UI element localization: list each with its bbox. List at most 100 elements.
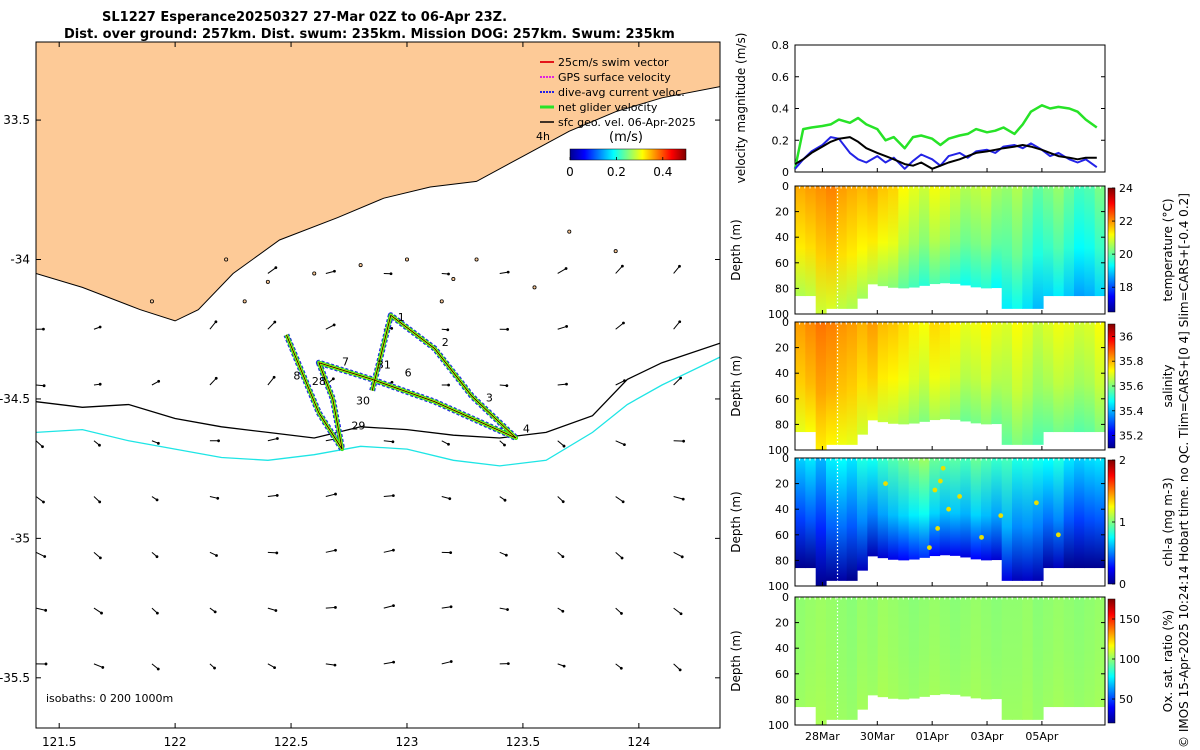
legend-entry-dive: dive-avg current veloc. bbox=[540, 86, 685, 99]
oxygen-section-surface-dot-38 bbox=[991, 596, 997, 602]
salinity-section-surface-dot-45 bbox=[1028, 321, 1033, 327]
chl-a-section-column-20 bbox=[1001, 460, 1013, 581]
salinity-section-surface-dot-40 bbox=[1002, 321, 1007, 327]
current-arrow-35 bbox=[267, 437, 279, 442]
legend-entry-gps: GPS surface velocity bbox=[540, 71, 671, 84]
map-axis-ticks: 121.5 122 122.5 123 123.5 12433.5-34-34.5-35-… bbox=[0, 42, 720, 749]
current-arrow-46 bbox=[209, 496, 220, 500]
current-arrow-11 bbox=[267, 320, 277, 330]
vel-ytick-label-4: 0.8 bbox=[772, 39, 790, 52]
chl-a-section-column-7 bbox=[867, 460, 879, 557]
isobaths-label: isobaths: 0 200 1000m bbox=[46, 692, 173, 705]
oxygen-section-surface-dot-10 bbox=[846, 596, 852, 602]
current-arrow-76 bbox=[557, 607, 565, 613]
current-arrow-15 bbox=[499, 327, 510, 331]
oxygen-section-surface-dot-39 bbox=[997, 596, 1002, 602]
salinity-section-surface-dot-17 bbox=[883, 321, 888, 327]
chl-a-section-surface-dot-0 bbox=[794, 457, 800, 463]
salinity-section-surface-dot-23 bbox=[914, 321, 919, 327]
temperature-section-surface-dot-54 bbox=[1074, 185, 1080, 191]
salinity-section-surface-dot-44 bbox=[1022, 321, 1028, 327]
chl-a-section-surface-dot-56 bbox=[1085, 457, 1090, 463]
chl-a-section-surface-dot-46 bbox=[1033, 457, 1038, 463]
temperature-section-ytick-label-5: 100 bbox=[768, 308, 789, 321]
isobath-1000m bbox=[36, 356, 720, 467]
temperature-section-surface-dot-45 bbox=[1028, 185, 1033, 191]
chl-a-section-surface-dot-16 bbox=[877, 457, 883, 463]
oxygen-section-surface-dot-27 bbox=[934, 596, 940, 602]
salinity-section-surface-dot-51 bbox=[1059, 321, 1064, 327]
salinity-section-column-20 bbox=[1001, 324, 1013, 445]
track-label-4: 4 bbox=[523, 422, 530, 435]
temperature-section-surface-dot-12 bbox=[857, 185, 862, 191]
track-label-1: 1 bbox=[398, 311, 405, 324]
chl-a-speckle-6 bbox=[940, 465, 946, 471]
salinity-section-surface-dot-22 bbox=[908, 321, 914, 327]
salinity-section-cbar-label-1: 35.4 bbox=[1119, 405, 1144, 418]
temperature-section-column-24 bbox=[1043, 188, 1054, 297]
chl-a-section-surface-dot-2 bbox=[805, 457, 810, 463]
salinity-section-surface-dot-24 bbox=[919, 321, 924, 327]
oxygen-section-surface-dot-28 bbox=[940, 596, 945, 602]
salinity-section-surface-dot-58 bbox=[1095, 321, 1101, 327]
salinity-section-column-12 bbox=[919, 324, 930, 422]
oxygen-section-surface-dot-22 bbox=[908, 596, 914, 602]
chl-a-section-column-10 bbox=[898, 460, 910, 561]
salinity-section-surface-dot-7 bbox=[831, 321, 836, 327]
oxygen-section-surface-dot-40 bbox=[1002, 596, 1007, 602]
oxygen-section-surface-dot-59 bbox=[1100, 596, 1106, 602]
current-arrow-88 bbox=[557, 663, 566, 668]
temperature-section-cbar-title: temperature (°C) bbox=[1161, 199, 1175, 302]
temperature-section-surface-dot-50 bbox=[1054, 185, 1059, 191]
island-9 bbox=[567, 229, 572, 234]
salinity-section-surface-dot-50 bbox=[1054, 321, 1059, 327]
salinity-section-surface-dot-59 bbox=[1100, 321, 1106, 327]
current-arrow-89 bbox=[615, 663, 623, 670]
chl-a-section-column-6 bbox=[857, 460, 868, 571]
chl-a-section-surface-dot-17 bbox=[883, 457, 888, 463]
current-arrow-14 bbox=[441, 328, 450, 332]
track-label-31: 31 bbox=[377, 358, 391, 371]
chl-a-speckle-11 bbox=[979, 534, 984, 540]
salinity-section-column-28 bbox=[1084, 324, 1096, 433]
temperature-section-column-18 bbox=[981, 188, 992, 289]
current-arrow-59 bbox=[267, 551, 279, 555]
velocity-series-0 bbox=[793, 104, 1098, 170]
oxygen-section-column-11 bbox=[908, 599, 920, 699]
chl-a-section-surface-dot-25 bbox=[924, 457, 929, 463]
chl-a-section-surface-dot-43 bbox=[1017, 457, 1023, 463]
salinity-section-column-11 bbox=[908, 324, 920, 424]
temperature-section-column-4 bbox=[836, 188, 848, 309]
current-arrow-67 bbox=[36, 607, 48, 612]
current-arrow-32 bbox=[93, 440, 101, 447]
chl-a-section-column-18 bbox=[981, 460, 992, 561]
salinity-section-surface-dot-55 bbox=[1080, 321, 1085, 327]
current-arrow-86 bbox=[441, 660, 453, 665]
oxygen-section-surface-dot-0 bbox=[794, 596, 800, 602]
temperature-section-column-19 bbox=[991, 188, 1003, 289]
current-arrow-55 bbox=[36, 551, 47, 558]
chl-a-section-surface-dot-44 bbox=[1022, 457, 1028, 463]
current-arrow-50 bbox=[441, 496, 452, 501]
temperature-section-ytick-label-1: 20 bbox=[775, 206, 789, 219]
salinity-section-column-18 bbox=[981, 324, 992, 425]
temperature-section-column-1 bbox=[805, 188, 817, 297]
speed-colorbar-ticks: 0 0.2 0.4 bbox=[566, 157, 672, 179]
island-4 bbox=[613, 249, 618, 254]
current-arrow-79 bbox=[36, 662, 48, 666]
oxygen-section-surface-dot-23 bbox=[914, 596, 919, 602]
temperature-section-surface-dot-5 bbox=[820, 185, 826, 191]
oxygen-section-column-24 bbox=[1043, 599, 1054, 708]
temperature-section-surface-dot-35 bbox=[976, 185, 981, 191]
chl-a-speckle-1 bbox=[937, 478, 943, 484]
current-arrow-75 bbox=[499, 607, 509, 611]
salinity-section-surface-dot-25 bbox=[924, 321, 929, 327]
oxygen-section-column-28 bbox=[1084, 599, 1096, 708]
chl-a-section-column-19 bbox=[991, 460, 1003, 561]
salinity-section-surface-dot-41 bbox=[1007, 321, 1012, 327]
salinity-section-ytick-label-3: 60 bbox=[775, 393, 789, 406]
current-arrow-83 bbox=[267, 663, 276, 670]
salinity-section-surface-dot-37 bbox=[986, 321, 992, 327]
vel-ytick-label-3: 0.6 bbox=[772, 71, 790, 84]
current-arrows bbox=[36, 264, 686, 672]
